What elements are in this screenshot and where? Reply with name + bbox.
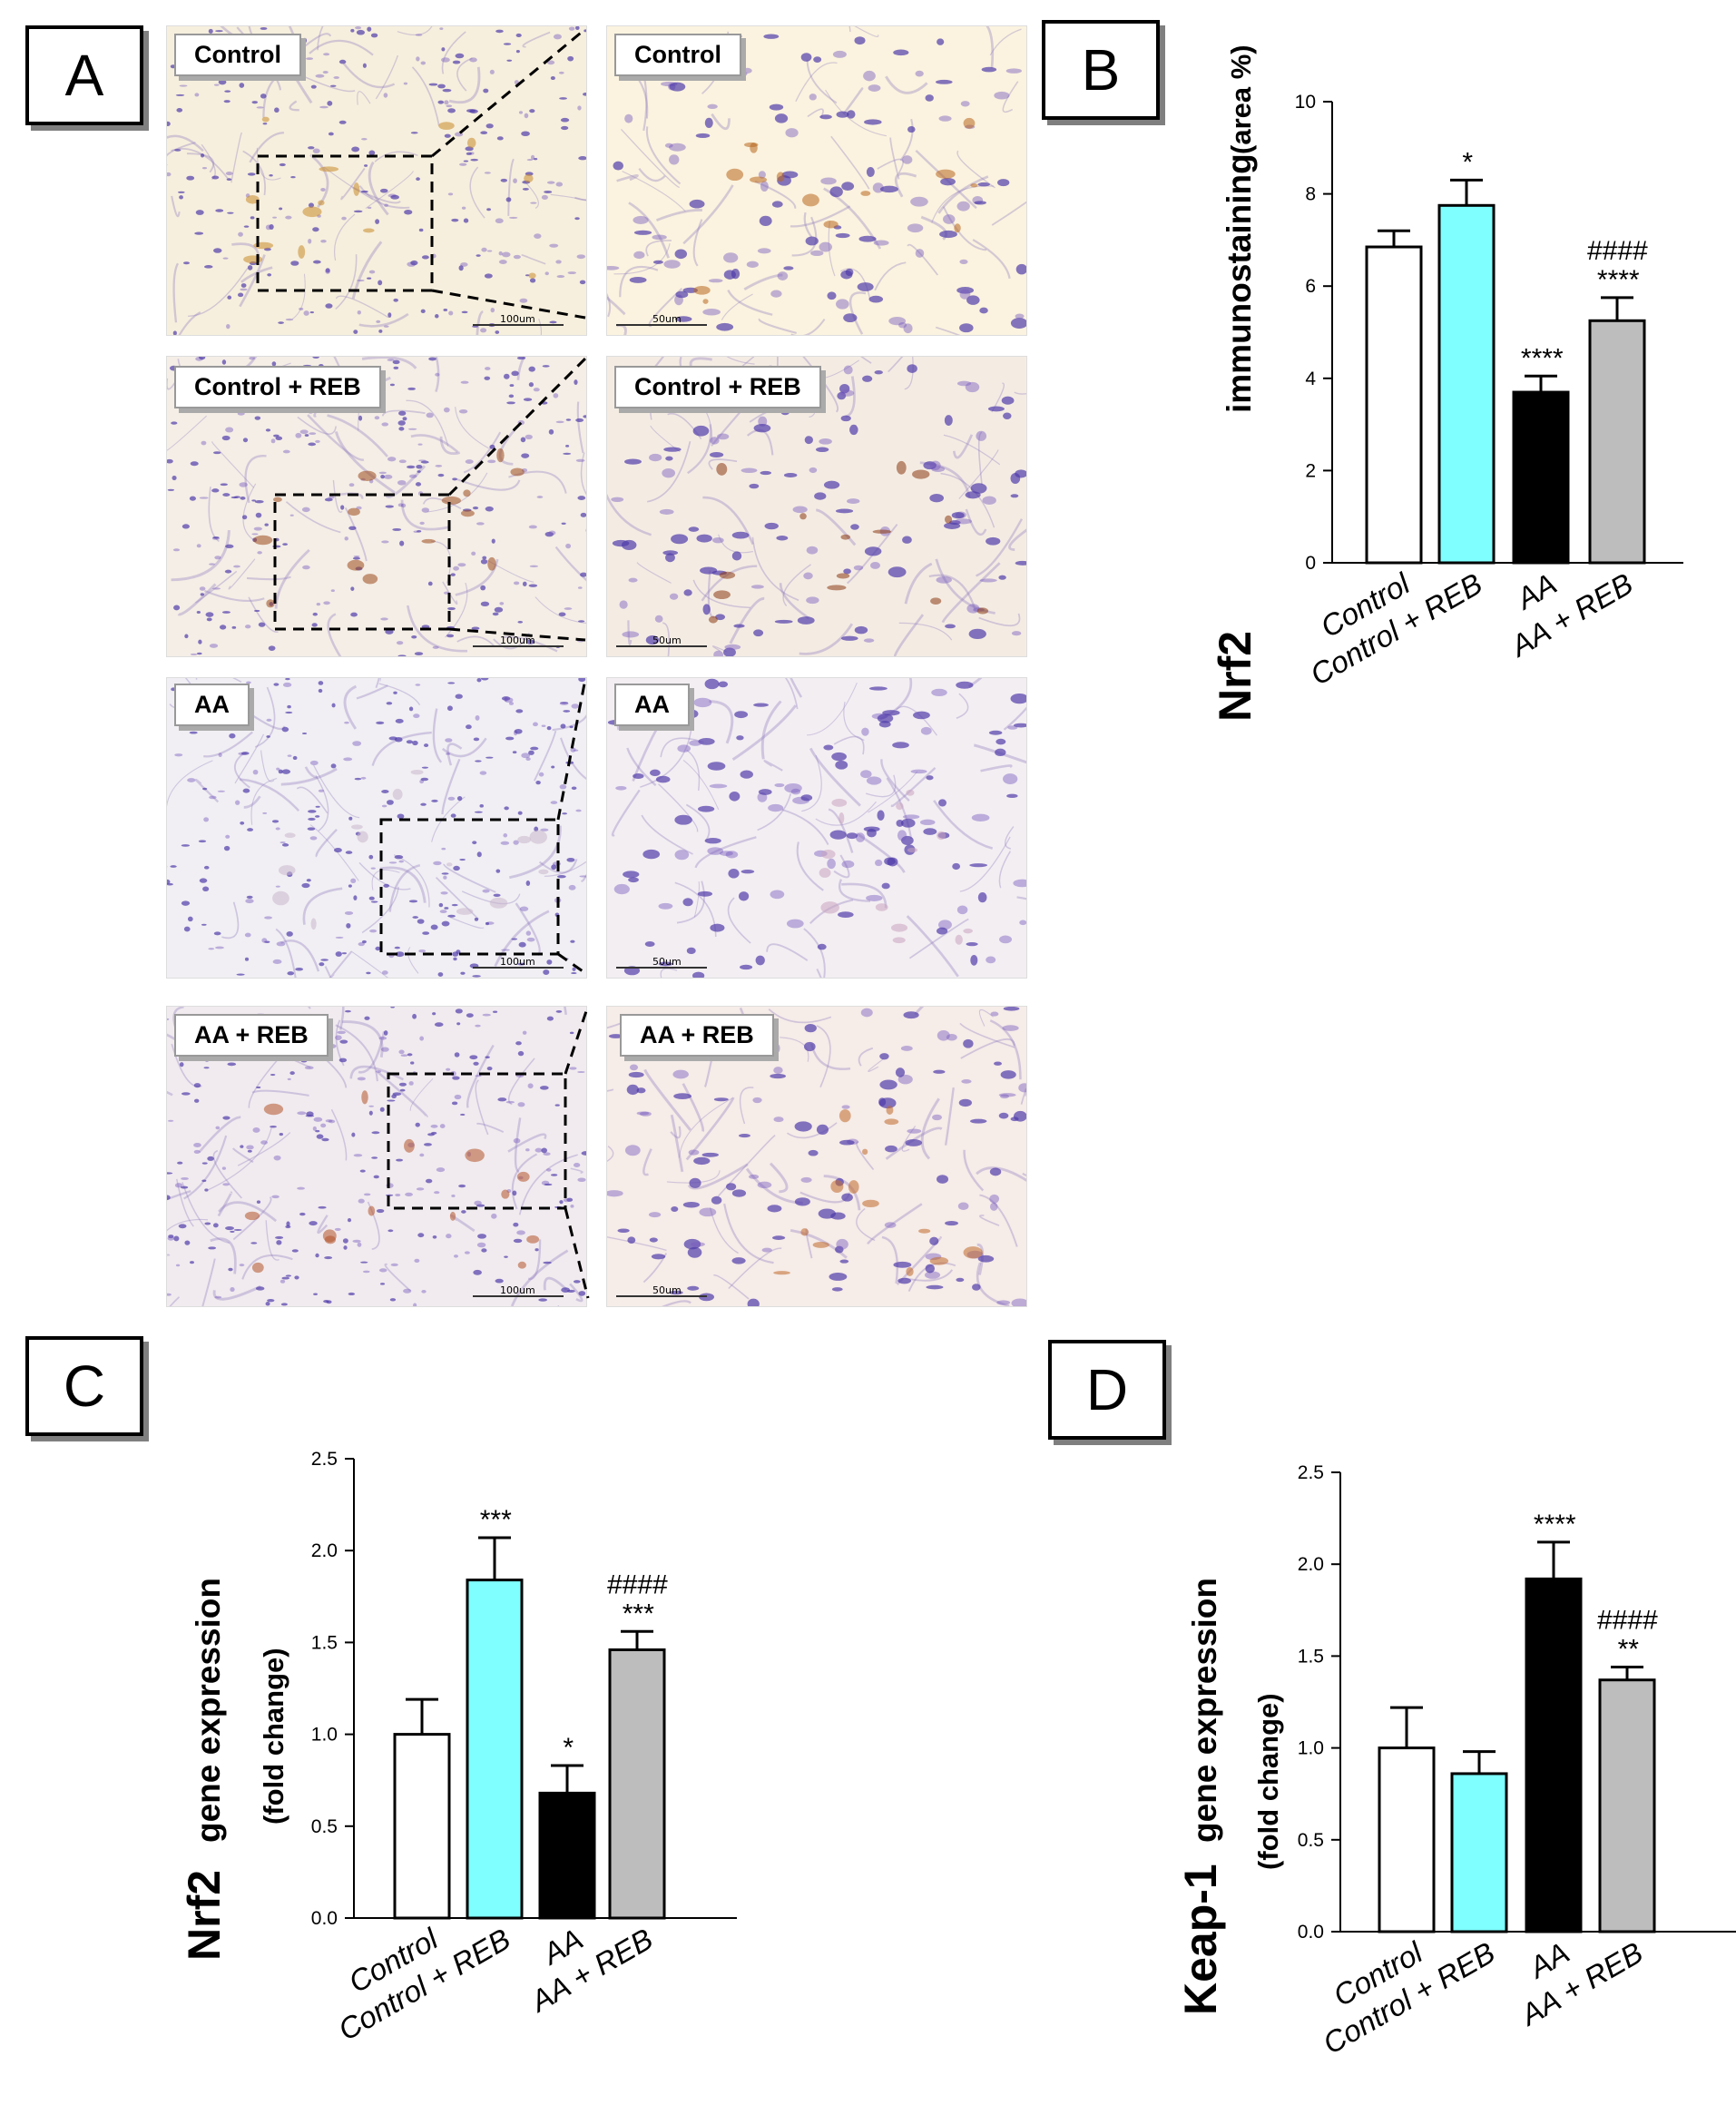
panel-label-c: C [25, 1336, 143, 1436]
y-tick-label: 6 [1305, 276, 1316, 297]
significance-marker: #### [1597, 1606, 1658, 1636]
bar [1512, 390, 1570, 565]
y-axis-label-unit: (area %) [1225, 44, 1257, 154]
micrograph-image: AA 50um [606, 677, 1027, 979]
significance-marker: **** [1596, 265, 1640, 295]
category-label: Control + REB [1305, 566, 1488, 692]
significance-marker: **** [1520, 343, 1564, 373]
y-tick-label: 0.5 [1298, 1830, 1324, 1851]
scale-bar-line [616, 645, 707, 647]
scale-bar-line [616, 967, 707, 969]
micrograph-group-label: AA + REB [174, 1014, 329, 1057]
y-tick-label: 0.0 [1298, 1922, 1324, 1943]
micrograph-group-label: Control + REB [614, 366, 821, 408]
significance-marker: ** [1616, 1635, 1639, 1665]
scale-bar-line [473, 324, 564, 326]
y-tick-label: 2.0 [1298, 1554, 1324, 1575]
bar [1378, 1746, 1436, 1933]
y-axis-label-measure: immunostaining [1221, 153, 1258, 413]
category-label: AA [1509, 566, 1562, 616]
micrograph-group-label: Control + REB [174, 366, 381, 408]
y-tick-label: 8 [1305, 184, 1316, 205]
category-label: Control + REB [1318, 1935, 1501, 2061]
y-tick-label: 10 [1295, 92, 1316, 113]
y-tick-label: 0.5 [311, 1816, 338, 1837]
category-label: Control [343, 1921, 445, 1999]
category-label: AA + REB [1504, 566, 1639, 664]
micrograph-image: Control + REB 100um [166, 356, 587, 657]
micrograph-image: Control 50um [606, 25, 1027, 336]
micrograph-group-label: AA [174, 684, 250, 726]
bar [1437, 203, 1496, 565]
micrograph-group-label: AA [614, 684, 690, 726]
bar [1525, 1577, 1583, 1933]
scale-bar-label: 50um [652, 313, 682, 325]
y-axis-label-measure: gene expression [1186, 1578, 1223, 1843]
y-tick-label: 4 [1305, 369, 1316, 389]
bar [1365, 245, 1423, 565]
y-tick-label: 1.5 [311, 1632, 338, 1653]
scale-bar-line [473, 645, 564, 647]
y-axis-label-gene: Keap-1 [1175, 1864, 1226, 2015]
micrograph-image: Control 100um [166, 25, 587, 336]
category-label: Control [1315, 566, 1417, 644]
scale-bar-label: 100um [500, 1284, 535, 1296]
significance-marker: * [1461, 147, 1473, 177]
y-tick-label: 0.0 [311, 1908, 338, 1929]
panel-label-a: A [25, 25, 143, 125]
y-tick-label: 2.5 [1298, 1462, 1324, 1483]
y-axis-label-measure: gene expression [190, 1578, 227, 1843]
bar [393, 1733, 451, 1920]
significance-marker: * [562, 1733, 574, 1763]
y-tick-label: 0 [1305, 553, 1316, 574]
significance-marker: *** [478, 1505, 511, 1535]
category-label: AA [535, 1922, 588, 1972]
scale-bar-line [473, 967, 564, 969]
y-axis-label-unit: (fold change) [258, 1648, 289, 1825]
bar [1598, 1678, 1656, 1933]
scale-bar-label: 50um [652, 956, 682, 968]
bar [1588, 319, 1646, 565]
scale-bar-line [473, 1295, 564, 1297]
micrograph-image: AA + REB 100um [166, 1006, 587, 1307]
micrograph-image: AA 100um [166, 677, 587, 979]
category-label: Control + REB [333, 1922, 516, 2047]
bar [608, 1648, 666, 1920]
y-tick-label: 1.0 [1298, 1738, 1324, 1759]
micrograph-image: AA + REB 50um [606, 1006, 1027, 1307]
tissue-texture [607, 357, 1026, 656]
tissue-texture [607, 678, 1026, 978]
significance-marker: #### [1587, 236, 1648, 266]
scale-bar-label: 50um [652, 635, 682, 646]
scale-bar-line [616, 1295, 707, 1297]
micrograph-group-label: AA + REB [620, 1014, 774, 1057]
category-label: AA + REB [1514, 1935, 1649, 2032]
panel-label-d: D [1048, 1340, 1166, 1440]
micrograph-group-label: Control [614, 34, 741, 76]
y-tick-label: 2.5 [311, 1449, 338, 1470]
y-tick-label: 2.0 [311, 1540, 338, 1561]
y-axis-label-gene: Nrf2 [179, 1870, 230, 1961]
bar [1450, 1772, 1508, 1933]
y-axis-label-gene: Nrf2 [1210, 631, 1260, 722]
scale-bar-label: 50um [652, 1284, 682, 1296]
category-label: Control [1328, 1934, 1429, 2012]
micrograph-group-label: Control [174, 34, 301, 76]
significance-marker: **** [1533, 1510, 1576, 1540]
category-label: AA [1522, 1935, 1574, 1985]
y-tick-label: 1.5 [1298, 1646, 1324, 1667]
micrograph-image: Control + REB 50um [606, 356, 1027, 657]
significance-marker: #### [607, 1569, 668, 1599]
y-tick-label: 1.0 [311, 1725, 338, 1746]
significance-marker: *** [621, 1599, 653, 1628]
scale-bar-label: 100um [500, 956, 535, 968]
scale-bar-line [616, 324, 707, 326]
y-tick-label: 2 [1305, 460, 1316, 481]
category-label: AA + REB [524, 1922, 659, 2019]
panel-label-b: B [1042, 20, 1160, 120]
bar [538, 1791, 596, 1920]
tissue-texture [607, 26, 1026, 335]
bar [466, 1579, 524, 1920]
y-axis-label-unit: (fold change) [1252, 1693, 1284, 1870]
